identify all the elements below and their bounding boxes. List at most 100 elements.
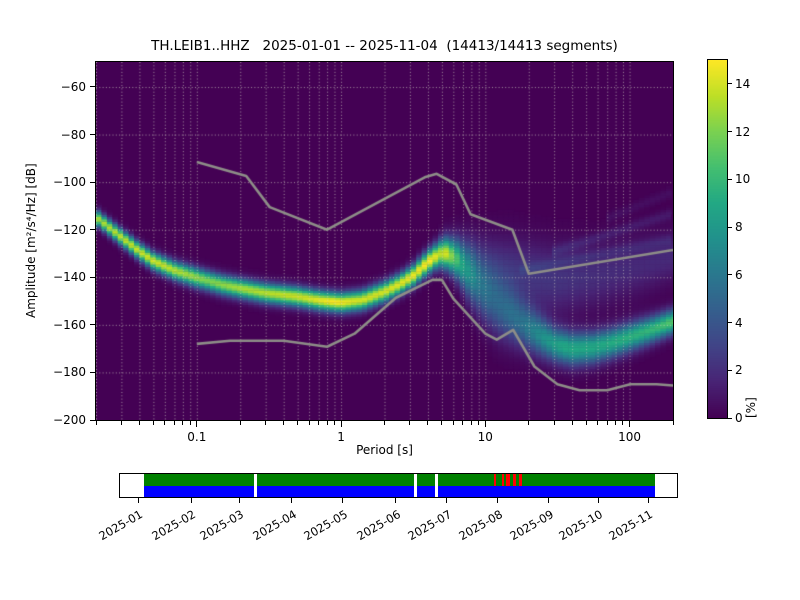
timeline-month-label: 2025-08: [456, 507, 505, 544]
y-tick-label: −160: [53, 317, 86, 332]
timeline-highlight-mark: [513, 474, 517, 486]
y-tick-label: −120: [53, 222, 86, 237]
ppsd-heatmap-canvas: [96, 62, 673, 420]
x-minor-tick: [571, 421, 573, 425]
x-minor-tick: [138, 421, 140, 425]
y-tick: [90, 419, 96, 421]
y-tick: [90, 276, 96, 278]
colorbar-tick: [727, 369, 732, 371]
x-tick-label: 1: [337, 430, 345, 444]
timeline-psd-band: [143, 485, 656, 497]
colorbar-tick-label: 0: [735, 411, 743, 425]
x-minor-tick: [478, 421, 480, 425]
x-minor-tick: [308, 421, 310, 425]
y-tick: [90, 371, 96, 373]
x-tick-label: 0.1: [187, 430, 207, 444]
timeline-data-band: [143, 474, 656, 486]
timeline-month-label: 2025-06: [354, 507, 403, 544]
timeline-gap: [434, 474, 438, 497]
x-minor-tick: [452, 421, 454, 425]
timeline-month-label: 2025-02: [149, 507, 199, 544]
x-axis-label: Period [s]: [356, 443, 413, 457]
y-tick: [90, 134, 96, 136]
timeline-month-tick: [342, 498, 344, 503]
timeline-highlight-mark: [501, 474, 505, 486]
x-minor-tick: [318, 421, 320, 425]
x-minor-tick: [615, 421, 617, 425]
x-tick: [340, 421, 342, 427]
timeline-month-tick: [395, 498, 397, 503]
x-minor-tick: [95, 421, 97, 425]
timeline-month-tick: [238, 498, 240, 503]
y-tick-label: −60: [60, 79, 86, 94]
x-minor-tick: [606, 421, 608, 425]
x-minor-tick: [120, 421, 122, 425]
timeline-month-tick: [647, 498, 649, 503]
timeline-highlight-mark: [518, 474, 522, 486]
x-minor-tick: [265, 421, 267, 425]
x-minor-tick: [283, 421, 285, 425]
colorbar-tick: [727, 322, 732, 324]
timeline-gap: [253, 474, 257, 497]
y-tick: [90, 324, 96, 326]
colorbar-tick: [727, 226, 732, 228]
x-tick: [484, 421, 486, 427]
x-minor-tick: [152, 421, 154, 425]
colorbar-tick-label: 6: [735, 267, 743, 282]
timeline-month-tick: [190, 498, 192, 503]
x-minor-tick: [427, 421, 429, 425]
x-minor-tick: [297, 421, 299, 425]
timeline-month-label: 2025-01: [96, 507, 145, 544]
y-tick: [90, 181, 96, 183]
x-minor-tick: [470, 421, 472, 425]
x-tick-label: 100: [618, 430, 642, 444]
timeline-month-tick: [291, 498, 293, 503]
timeline-highlight-mark: [493, 474, 497, 486]
colorbar-tick-label: 2: [735, 363, 743, 378]
timeline-month-tick: [597, 498, 599, 503]
y-axis-label: Amplitude [m²/s⁴/Hz] [dB]: [24, 163, 38, 319]
x-minor-tick: [173, 421, 175, 425]
timeline-month-label: 2025-09: [507, 507, 556, 544]
y-tick-label: −80: [60, 127, 86, 142]
x-minor-tick: [462, 421, 464, 425]
timeline-month-label: 2025-10: [556, 507, 606, 544]
chart-title: TH.LEIB1..HHZ 2025-01-01 -- 2025-11-04 (…: [151, 38, 618, 54]
colorbar-tick-label: 8: [735, 220, 743, 235]
timeline-month-label: 2025-04: [250, 507, 299, 544]
y-tick: [90, 86, 96, 88]
colorbar-canvas: [708, 60, 727, 418]
x-minor-tick: [333, 421, 335, 425]
x-tick: [196, 421, 198, 427]
x-minor-tick: [553, 421, 555, 425]
colorbar-tick-label: 10: [735, 172, 751, 187]
timeline-month-label: 2025-11: [606, 507, 656, 544]
x-minor-tick: [585, 421, 587, 425]
timeline-month-tick: [137, 498, 139, 503]
x-minor-tick: [409, 421, 411, 425]
timeline-month-label: 2025-07: [405, 507, 454, 544]
x-minor-tick: [622, 421, 624, 425]
x-tick: [629, 421, 631, 427]
x-minor-tick: [597, 421, 599, 425]
x-minor-tick: [326, 421, 328, 425]
x-minor-tick: [441, 421, 443, 425]
colorbar-tick-label: 14: [735, 76, 751, 91]
x-minor-tick: [189, 421, 191, 425]
y-tick-label: −100: [53, 175, 86, 190]
x-minor-tick: [672, 421, 674, 425]
timeline-month-tick: [548, 498, 550, 503]
timeline-highlight-mark: [506, 474, 511, 486]
timeline-gap: [413, 474, 417, 497]
y-tick: [90, 229, 96, 231]
timeline-month-label: 2025-05: [301, 507, 350, 544]
timeline-month-label: 2025-03: [197, 507, 247, 544]
colorbar-tick: [727, 274, 732, 276]
y-tick-label: −180: [53, 365, 86, 380]
x-minor-tick: [164, 421, 166, 425]
colorbar-tick-label: 12: [735, 124, 751, 139]
timeline-month-tick: [497, 498, 499, 503]
colorbar-tick: [727, 83, 732, 85]
timeline-month-tick: [446, 498, 448, 503]
